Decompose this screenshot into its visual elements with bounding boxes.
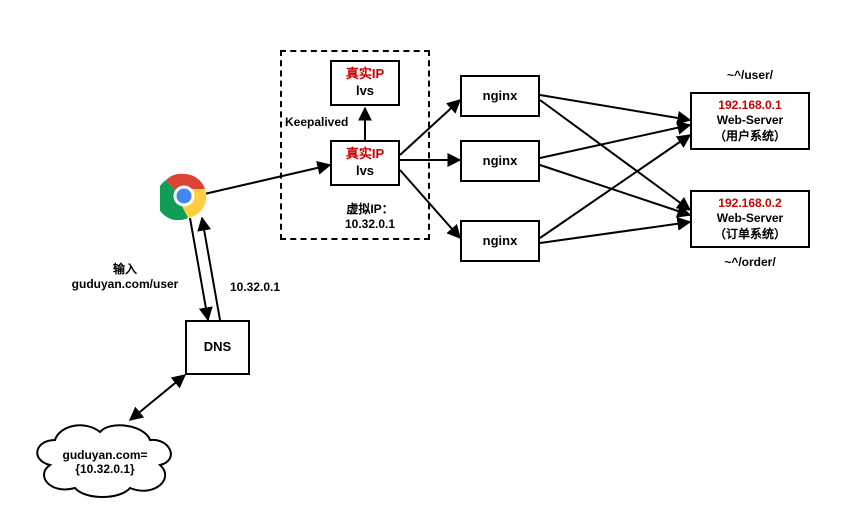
dns-record-cloud: guduyan.com= {10.32.0.1} [50,448,160,476]
web2-path-label: ~^/order/ [700,255,800,269]
nginx-3-box: nginx [460,220,540,262]
web1-name: Web-Server [717,113,783,129]
input-url-label: 输入 guduyan.com/user [55,260,195,291]
browser-icon [160,172,208,220]
web1-path-label: ~^/user/ [700,68,800,82]
nginx-2-box: nginx [460,140,540,182]
nginx-3-label: nginx [483,233,518,250]
lvs-bottom-name: lvs [356,163,374,180]
nginx-1-label: nginx [483,88,518,105]
web2-name: Web-Server [717,211,783,227]
keepalived-label: Keepalived [285,115,345,129]
nginx-1-box: nginx [460,75,540,117]
lvs-bottom-ip-label: 真实IP [346,146,384,163]
web2-ip: 192.168.0.2 [718,196,781,212]
cloud-text: guduyan.com= {10.32.0.1} [62,448,147,476]
nginx-2-label: nginx [483,153,518,170]
dns-box: DNS [185,320,250,375]
lvs-top-box: 真实IP lvs [330,60,400,106]
web-server-1-box: 192.168.0.1 Web-Server （用户系统） [690,92,810,150]
web1-sub: （用户系统） [714,129,786,145]
lvs-top-name: lvs [356,83,374,100]
dns-reply-label: 10.32.0.1 [230,280,280,294]
web-server-2-box: 192.168.0.2 Web-Server （订单系统） [690,190,810,248]
web2-sub: （订单系统） [714,227,786,243]
lvs-bottom-box: 真实IP lvs [330,140,400,186]
web1-ip: 192.168.0.1 [718,98,781,114]
vip-label: 虚拟IP： 10.32.0.1 [320,200,420,231]
lvs-top-ip-label: 真实IP [346,66,384,83]
dns-label: DNS [204,339,231,356]
